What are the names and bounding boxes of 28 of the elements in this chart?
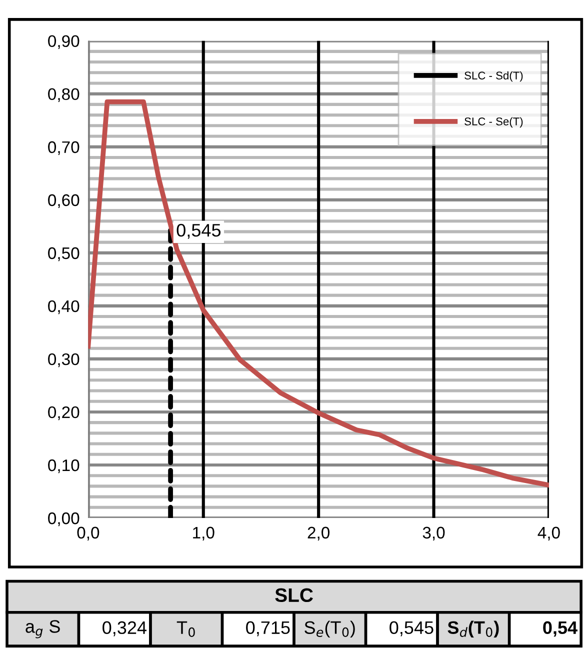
text: S$_{e}$(T$_{0}$) xyxy=(304,620,355,638)
y-tick-label: 0,80 xyxy=(48,88,80,102)
legend-label: SLC - Se(T) xyxy=(464,117,523,128)
text: a$_{g}$ S xyxy=(26,620,60,638)
y-tick-label: 0,00 xyxy=(48,512,80,526)
y-tick-label: 0,20 xyxy=(48,406,80,420)
y-tick-label: 0,30 xyxy=(48,353,80,368)
x-tick-label: 2,0 xyxy=(308,526,330,541)
y-tick-label: 0,90 xyxy=(48,35,80,49)
x-tick-label: 1,0 xyxy=(193,526,214,541)
text: 0,545 xyxy=(390,621,434,636)
x-tick-label: 0,0 xyxy=(77,526,100,541)
y-tick-label: 0,40 xyxy=(48,300,80,314)
y-tick-label: 0,10 xyxy=(48,459,80,474)
x-tick-label: 4,0 xyxy=(538,526,560,541)
annotation: 0,545 xyxy=(176,224,221,239)
y-tick-label: 0,50 xyxy=(48,247,80,262)
y-tick-label: 0,70 xyxy=(48,141,80,156)
x-tick-label: 3,0 xyxy=(422,526,445,541)
legend-label: SLC - Sd(T) xyxy=(464,71,523,82)
text: SLC xyxy=(275,588,313,602)
text: 0,324 xyxy=(102,621,146,636)
text: 0,715 xyxy=(246,621,290,636)
text: T$_{0}$ xyxy=(176,621,195,637)
text: 0,54 xyxy=(543,621,578,637)
text: S$_{d}$(T$_{0}$) xyxy=(448,620,499,638)
y-tick-label: 0,60 xyxy=(48,194,80,208)
line-series xyxy=(88,99,549,488)
